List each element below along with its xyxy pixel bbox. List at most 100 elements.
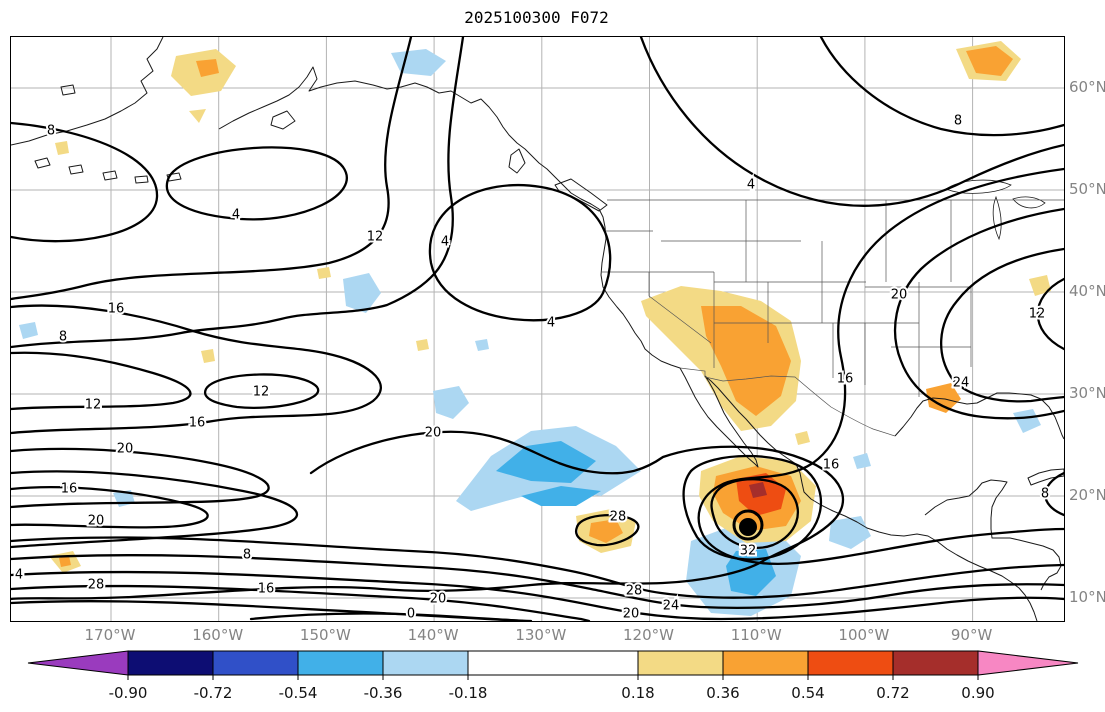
contour-label: 4 — [15, 568, 23, 583]
colorbar-tick-label: 0.36 — [706, 684, 740, 702]
contour-label: 16 — [837, 372, 854, 387]
great-lakes — [945, 179, 1046, 241]
island-kodiak — [270, 110, 296, 130]
shaded-region — [343, 273, 381, 313]
contour-line — [11, 470, 298, 549]
y-tick-label: 10°N — [1069, 588, 1105, 606]
y-tick-label: 40°N — [1069, 282, 1105, 300]
contour-line — [428, 183, 612, 322]
shaded-region — [416, 339, 429, 351]
x-tick-label: 150°W — [299, 626, 351, 644]
shaded-region — [189, 109, 206, 123]
x-tick-label: 170°W — [84, 626, 136, 644]
coastline-alaska-west — [11, 37, 164, 146]
contour-label: 8 — [243, 548, 251, 563]
contour-label: 4 — [747, 178, 755, 193]
shaded-region — [201, 349, 215, 363]
colorbar-tick-label: -0.36 — [363, 684, 403, 702]
y-tick-label: 30°N — [1069, 384, 1105, 402]
shaded-region — [926, 383, 961, 413]
contour-line — [682, 454, 823, 561]
shaded-region — [55, 141, 69, 155]
shaded-region — [1029, 275, 1051, 296]
contour-labels: 8 4 12 4 8 16 12 12 16 20 4 20 16 20 8 4 28 16 20 0 28 28 24 20… — [13, 112, 1051, 622]
latitude-axis: 60°N 50°N 40°N 30°N 20°N 10°N — [1069, 0, 1105, 712]
contour-label: 16 — [189, 416, 206, 431]
anomaly-shading — [19, 41, 1051, 616]
us-mexico-border — [679, 367, 896, 437]
y-tick-label: 50°N — [1069, 180, 1105, 198]
contour-map-canvas: 8 4 12 4 8 16 12 12 16 20 4 20 16 20 8 4 28 16 20 0 28 28 24 20… — [11, 37, 1064, 621]
contour-label: 28 — [610, 510, 627, 525]
contour-line — [1036, 277, 1064, 351]
coastlines — [11, 37, 1064, 621]
y-tick-label: 20°N — [1069, 486, 1105, 504]
shaded-region — [795, 431, 810, 445]
colorbar-tick-label: 0.90 — [961, 684, 995, 702]
contour-label: 20 — [623, 607, 640, 622]
contour-line — [11, 37, 465, 349]
contour-label: 20 — [117, 442, 134, 457]
contour-label: 20 — [425, 426, 442, 441]
cyclone-outer-ring — [732, 509, 764, 541]
contour-line — [639, 37, 1064, 207]
contour-line — [574, 513, 640, 547]
contour-line — [11, 536, 1064, 599]
x-tick-label: 160°W — [192, 626, 244, 644]
contour-label: 32 — [740, 544, 757, 559]
shaded-region — [59, 556, 71, 567]
colorbar-segment — [637, 650, 724, 676]
contour-line — [11, 554, 1064, 610]
contour-label: 24 — [953, 376, 970, 391]
colorbar-segment — [127, 650, 214, 676]
shaded-region — [701, 306, 791, 416]
colorbar-segment — [807, 650, 894, 676]
contour-label: 28 — [88, 578, 105, 593]
shaded-region — [19, 322, 38, 339]
colorbar-segment — [212, 650, 299, 676]
contour-label: 4 — [547, 316, 555, 331]
colorbar-tick-labels: -0.90 -0.72 -0.54 -0.36 -0.18 0.18 0.36 0.54 0.7… — [0, 684, 1105, 704]
colorbar-tick-label: 0.18 — [621, 684, 655, 702]
contour-line — [893, 207, 1064, 420]
contour-label: 12 — [1029, 307, 1046, 322]
cyclone-center-dot — [739, 518, 757, 536]
x-tick-label: 120°W — [623, 626, 674, 644]
x-tick-label: 110°W — [730, 626, 782, 644]
contour-line — [11, 570, 1064, 621]
x-tick-label: 140°W — [407, 626, 459, 644]
contour-line — [940, 247, 1064, 403]
shaded-region — [196, 59, 219, 77]
contour-line — [11, 37, 413, 301]
contour-label: 8 — [59, 330, 67, 345]
contour-label: 8 — [47, 124, 55, 139]
contour-label: 4 — [232, 208, 240, 223]
figure-title: 2025100300 F072 — [464, 8, 609, 27]
contour-label: 4 — [441, 235, 449, 250]
y-tick-label: 60°N — [1069, 78, 1105, 96]
contour-label: 28 — [626, 584, 643, 599]
contour-label: 0 — [407, 607, 415, 622]
contour-label: 12 — [367, 230, 384, 245]
contour-line — [11, 121, 159, 243]
colorbar-segment — [467, 650, 639, 676]
colorbar-tick-label: 0.72 — [876, 684, 910, 702]
contour-label: 20 — [430, 592, 447, 607]
colorbar-tick-label: -0.90 — [108, 684, 148, 702]
shaded-region — [317, 267, 331, 279]
colorbar-under-arrow — [27, 650, 129, 676]
colorbar-segment — [382, 650, 469, 676]
colorbar-segment — [722, 650, 809, 676]
contour-label: 12 — [253, 385, 270, 400]
shaded-region — [475, 339, 489, 351]
contour-line — [11, 351, 192, 411]
coastline-yucatan-caribbean — [924, 479, 1062, 591]
island-haida-gwaii — [508, 148, 526, 174]
colorbar-tick-label: 0.54 — [791, 684, 825, 702]
contour-line — [819, 37, 1064, 137]
contour-label: 20 — [891, 288, 908, 303]
shaded-region — [1013, 409, 1041, 433]
contour-label: 16 — [108, 302, 125, 317]
us-canada-and-state-borders — [602, 199, 1064, 397]
